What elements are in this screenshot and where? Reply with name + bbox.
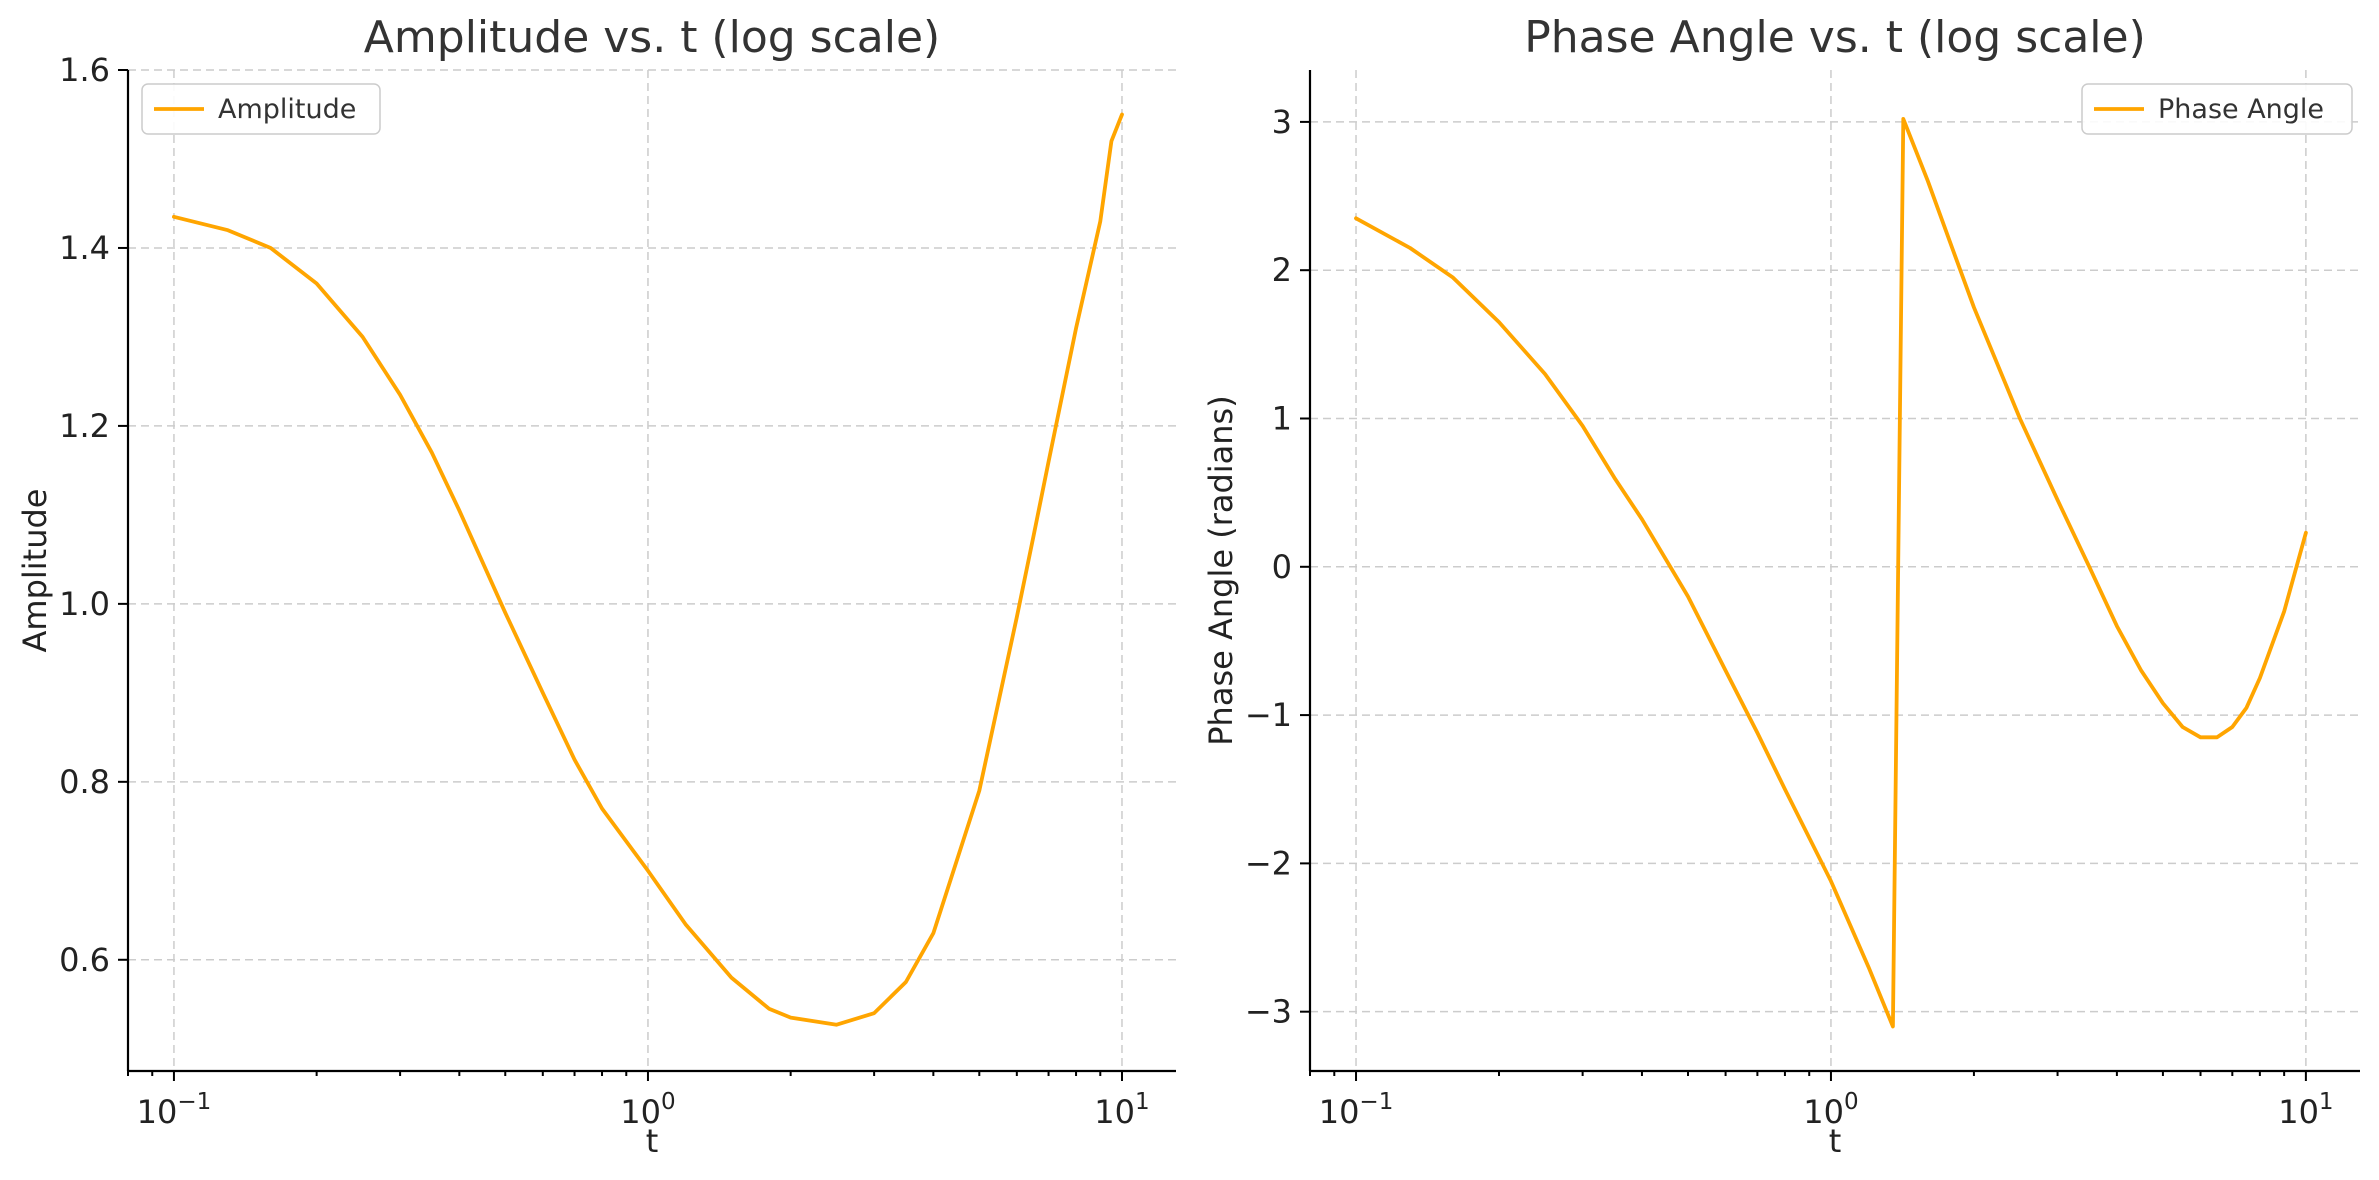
- y-tick-label: 1.0: [59, 585, 110, 623]
- x-tick-label: 100: [1803, 1089, 1858, 1131]
- x-tick-label-exponent: 1: [2319, 1089, 2334, 1115]
- series-line-phase-angle: [1354, 117, 2308, 1029]
- x-axis-label: t: [646, 1122, 659, 1160]
- y-tick-label: 1.4: [59, 229, 110, 267]
- x-tick-label-exponent: 1: [1135, 1089, 1150, 1115]
- y-tick-label: 1.6: [59, 51, 110, 89]
- y-tick-label: 1.2: [59, 407, 110, 445]
- x-tick-label-base: 10: [1094, 1093, 1135, 1131]
- y-tick-label: −1: [1245, 696, 1292, 734]
- legend-entry-label: Amplitude: [218, 94, 356, 125]
- x-axis-label: t: [1829, 1122, 1842, 1160]
- x-tick-label-base: 10: [2278, 1093, 2319, 1131]
- x-tick-label-base: 10: [620, 1093, 661, 1131]
- x-tick-label: 10−1: [137, 1089, 212, 1131]
- x-tick-label-base: 10: [137, 1093, 178, 1131]
- y-tick-label: 3: [1272, 103, 1292, 141]
- x-tick-label-exponent: 0: [661, 1089, 676, 1115]
- legend-box: [2081, 83, 2353, 135]
- series-line-amplitude: [172, 112, 1124, 1027]
- x-tick-label: 10−1: [1319, 1089, 1394, 1131]
- y-tick-label: 1: [1272, 399, 1292, 437]
- x-tick-label-base: 10: [1803, 1093, 1844, 1131]
- legend: Amplitude: [141, 83, 381, 135]
- y-tick-label: 0.6: [59, 941, 110, 979]
- x-tick-label-exponent: −1: [1359, 1089, 1393, 1115]
- y-axis-label: Amplitude: [16, 489, 54, 653]
- y-tick-label: 0: [1272, 548, 1292, 586]
- y-tick-label: 0.8: [59, 763, 110, 801]
- y-tick-label: −3: [1245, 993, 1292, 1031]
- y-tick-label: −2: [1245, 844, 1292, 882]
- x-tick-label: 101: [2278, 1089, 2333, 1131]
- x-tick-label-exponent: 0: [1844, 1089, 1859, 1115]
- chart-title: Amplitude vs. t (log scale): [364, 12, 940, 63]
- legend-entry-label: Phase Angle: [2158, 94, 2324, 125]
- x-tick-label: 100: [620, 1089, 675, 1131]
- y-axis-label: Phase Angle (radians): [1202, 395, 1240, 745]
- legend: Phase Angle: [2081, 83, 2353, 135]
- x-tick-label-exponent: −1: [177, 1089, 211, 1115]
- y-tick-label: 2: [1272, 251, 1292, 289]
- chart-title: Phase Angle vs. t (log scale): [1524, 12, 2146, 63]
- x-tick-label: 101: [1094, 1089, 1149, 1131]
- x-tick-label-base: 10: [1319, 1093, 1360, 1131]
- legend-box: [141, 83, 381, 135]
